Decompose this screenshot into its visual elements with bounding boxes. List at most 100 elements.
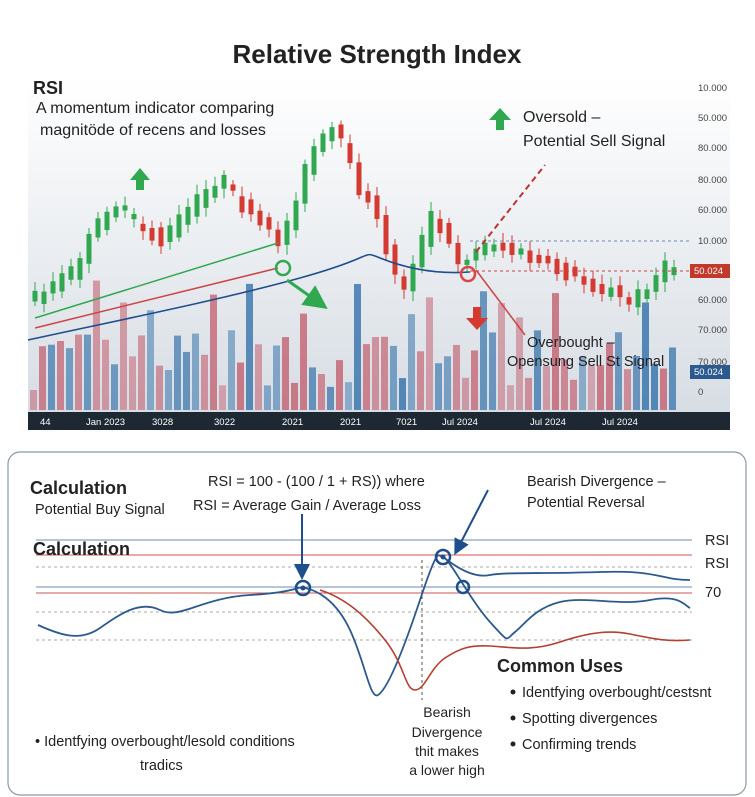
arrow: [454, 489, 489, 556]
signal-marker: [440, 554, 446, 560]
candle: [491, 244, 497, 252]
volume-bar: [498, 303, 505, 410]
time-label: Jul 2024: [442, 417, 478, 428]
time-label: Jul 2024: [530, 417, 566, 428]
candle: [536, 254, 542, 264]
heading: RSI: [33, 78, 63, 98]
volume-bar: [660, 368, 667, 410]
volume-bar: [39, 346, 46, 410]
candle: [50, 281, 56, 294]
price-label: 0: [698, 387, 703, 398]
volume-bar: [111, 364, 118, 410]
candle: [500, 242, 506, 251]
note: Bearish: [423, 704, 470, 720]
annotation: Overbought –: [527, 335, 616, 351]
candle: [86, 233, 92, 264]
volume-bar: [570, 379, 577, 410]
candle: [113, 206, 119, 218]
volume-bar: [399, 378, 406, 410]
candle: [275, 229, 281, 247]
up-arrow: [130, 168, 150, 190]
volume-bar: [300, 313, 307, 410]
volume-bar: [633, 355, 640, 410]
candle: [77, 258, 83, 280]
volume-bar: [120, 302, 127, 410]
price-label: 70.000: [698, 357, 727, 368]
use: Spotting divergences: [522, 711, 657, 727]
time-label: Jul 2024: [602, 417, 638, 428]
volume-bar: [669, 347, 676, 410]
price-label: 60.000: [698, 205, 727, 216]
volume-bar: [138, 335, 145, 410]
volume-bar: [282, 337, 289, 410]
rsi-line: [37, 554, 691, 697]
time-label: Jan 2023: [86, 417, 125, 428]
price-label: 80.000: [698, 175, 727, 186]
price-label: 10.000: [698, 236, 727, 247]
volume-bar: [624, 369, 631, 410]
volume-bar: [318, 374, 325, 410]
volume-bar: [597, 365, 604, 410]
badge-label: 50.024: [694, 266, 723, 277]
price-label: 80.000: [698, 143, 727, 154]
candle: [122, 205, 128, 211]
candle: [545, 255, 551, 264]
volume-bar: [48, 344, 55, 410]
volume-bar: [309, 367, 316, 410]
volume-bar: [129, 356, 136, 410]
volume-bar: [102, 339, 109, 410]
volume-bar: [516, 317, 523, 410]
volume-bar: [57, 340, 64, 410]
candle: [266, 217, 272, 230]
signal-marker: [455, 579, 471, 595]
volume-bar: [30, 389, 37, 410]
candle: [644, 289, 650, 299]
candle: [482, 242, 488, 256]
volume-bar: [390, 345, 397, 410]
candle: [653, 275, 659, 292]
signal-marker: [459, 265, 477, 283]
candle: [554, 258, 560, 275]
subheading: Calculation: [33, 539, 130, 559]
volume-bar: [174, 335, 181, 410]
time-label: 3022: [214, 417, 235, 428]
candle: [365, 191, 371, 203]
volume-bar: [156, 365, 163, 410]
candle: [590, 278, 596, 292]
heading: Calculation: [30, 478, 127, 498]
uses-title: Common Uses: [497, 656, 623, 676]
candle: [383, 214, 389, 255]
note: thit makes: [415, 743, 479, 759]
pointer: [475, 269, 526, 336]
candle: [221, 174, 227, 189]
volume-bar: [471, 350, 478, 410]
annotation: Potential Sell Signal: [523, 133, 665, 150]
volume-bar: [525, 377, 532, 410]
annotation: Bearish Divergence –: [527, 474, 667, 490]
volume-bar: [210, 294, 217, 410]
candle: [374, 195, 380, 220]
volume-bar: [453, 344, 460, 410]
volume-bar: [273, 345, 280, 410]
candle: [212, 185, 218, 198]
volume-bar: [327, 386, 334, 410]
volume-bar: [84, 334, 91, 410]
volume-bar: [372, 337, 379, 410]
candles: [32, 120, 677, 316]
candle: [581, 276, 587, 285]
volume: [30, 280, 676, 410]
moving-average: [27, 253, 471, 341]
candle: [401, 276, 407, 290]
bullet: [510, 689, 516, 695]
volume-bar: [354, 284, 361, 410]
volume-bar: [561, 359, 568, 410]
bullet: [510, 741, 516, 747]
signal-marker: [434, 548, 452, 566]
signal-marker: [294, 579, 312, 597]
volume-bar: [336, 360, 343, 410]
candle: [158, 227, 164, 247]
bullet: [510, 715, 516, 721]
time-label: 2021: [282, 417, 303, 428]
time-label: 44: [40, 417, 51, 428]
volume-bar: [435, 363, 442, 410]
